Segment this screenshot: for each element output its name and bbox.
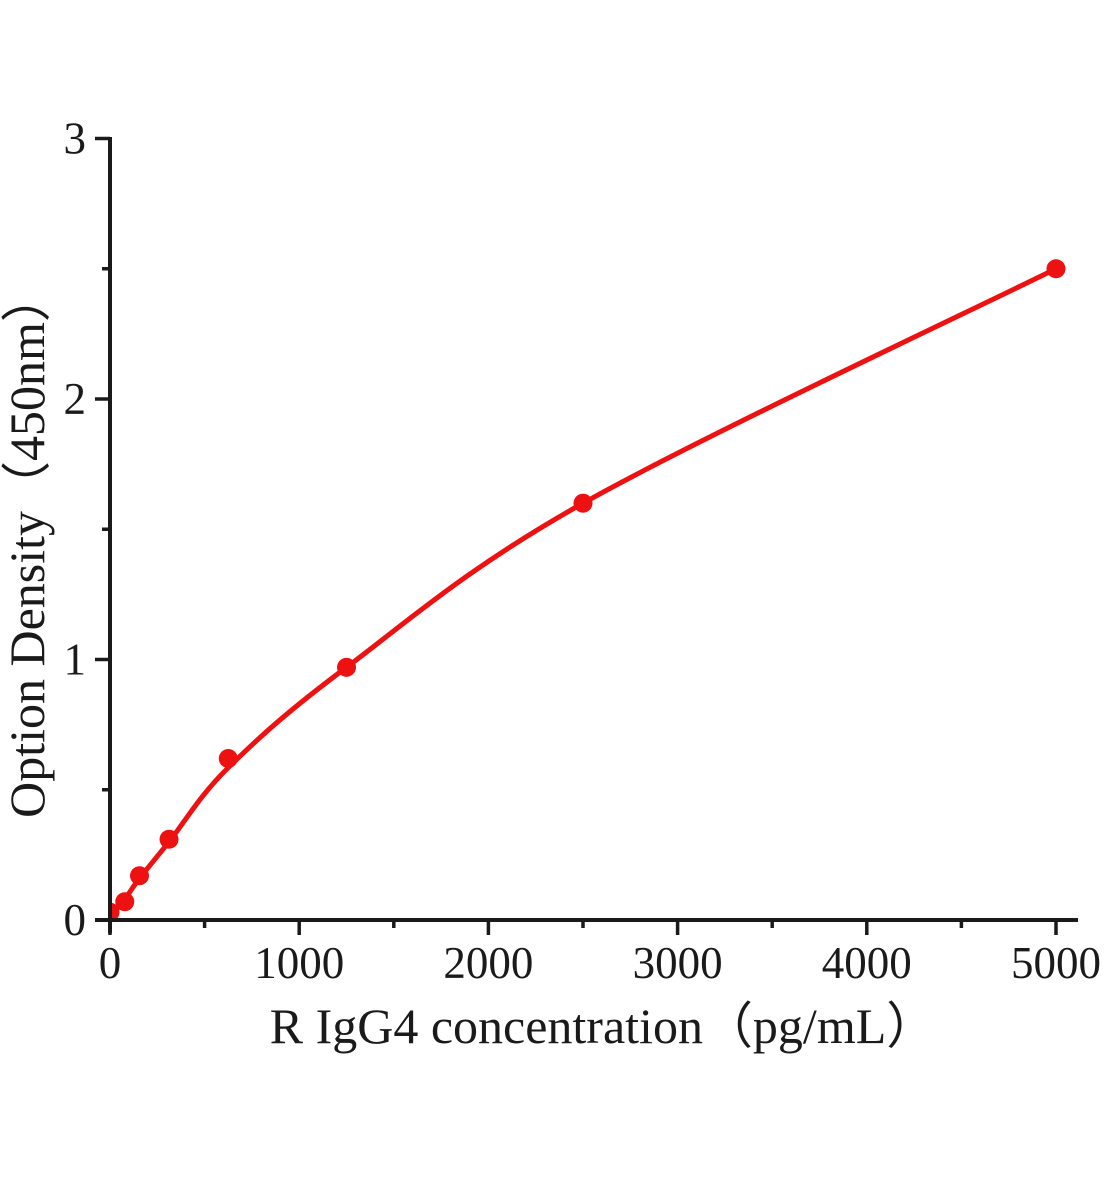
axis-ticks [95,136,1058,935]
data-point-marker [130,866,150,886]
data-point-marker [1046,259,1066,279]
data-point-marker [573,493,593,513]
x-tick-label: 5000 [1011,938,1101,988]
y-tick-label: 0 [64,895,87,945]
plot-area [112,259,1066,918]
axis-tick-labels: 0 1000 2000 3000 4000 5000 0 1 2 3 [64,114,1102,989]
y-tick-label: 3 [64,114,87,164]
data-point-marker [159,829,179,849]
x-tick-label: 0 [99,938,122,988]
x-tick-label: 4000 [822,938,912,988]
data-point-marker [115,892,135,912]
data-point-marker [218,748,238,768]
y-axis-title: Option Density（450nm） [0,272,55,818]
x-axis-title: R IgG4 concentration（pg/mL） [270,998,937,1054]
y-tick-label: 1 [64,635,87,685]
x-tick-label: 3000 [633,938,723,988]
axes [95,137,1078,933]
data-point-marker [337,657,356,677]
x-tick-label: 1000 [254,938,344,988]
y-tick-label: 2 [64,374,87,424]
x-tick-label: 2000 [443,938,533,988]
fitted-curve [112,266,1059,918]
